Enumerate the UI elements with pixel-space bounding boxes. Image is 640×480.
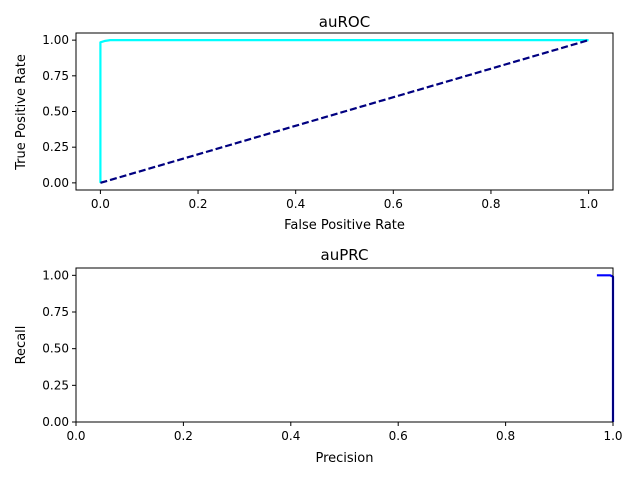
prc-y-tick-label: 0.75 bbox=[42, 305, 69, 319]
prc-y-axis-label: Recall bbox=[14, 326, 29, 365]
prc-x-tick-label: 0.6 bbox=[389, 429, 408, 443]
prc-x-tick-label: 0.2 bbox=[174, 429, 193, 443]
roc-y-axis-label: True Positive Rate bbox=[14, 54, 29, 171]
roc-x-tick-label: 0.8 bbox=[481, 197, 500, 211]
roc-x-tick-label: 0.2 bbox=[188, 197, 207, 211]
roc-y-tick-label: 0.50 bbox=[42, 105, 69, 119]
roc-series-line-0 bbox=[99, 39, 589, 183]
prc-y-tick-label: 0.50 bbox=[42, 342, 69, 356]
roc-x-tick-label: 0.6 bbox=[384, 197, 403, 211]
roc-x-tick-label: 0.0 bbox=[91, 197, 110, 211]
roc-y-tick-label: 0.00 bbox=[42, 176, 69, 190]
prc-x-tick-label: 0.4 bbox=[281, 429, 300, 443]
prc-title: auPRC bbox=[321, 246, 369, 264]
roc-x-axis-label: False Positive Rate bbox=[284, 218, 405, 233]
prc-series-line-0 bbox=[596, 274, 615, 422]
roc-x-tick-label: 0.4 bbox=[286, 197, 305, 211]
prc-subplot: auPRC Precision Recall 0.0 0.2 0.4 0.6 0.8 1.… bbox=[14, 246, 623, 466]
prc-x-tick-label: 0.0 bbox=[66, 429, 85, 443]
roc-y-tick-label: 1.00 bbox=[42, 33, 69, 47]
prc-y-tick-label: 0.00 bbox=[42, 415, 69, 429]
prc-x-tick-label: 1.0 bbox=[603, 429, 622, 443]
prc-y-tick-label: 1.00 bbox=[42, 268, 69, 282]
roc-y-tick-label: 0.25 bbox=[42, 140, 69, 154]
prc-x-axis-label: Precision bbox=[315, 451, 373, 466]
prc-y-tick-label: 0.25 bbox=[42, 378, 69, 392]
roc-y-tick-label: 0.75 bbox=[42, 69, 69, 83]
prc-x-tick-label: 0.8 bbox=[496, 429, 515, 443]
roc-title: auROC bbox=[319, 13, 370, 31]
roc-subplot: auROC False Positive Rate True Positive … bbox=[14, 13, 614, 233]
roc-series-line-1 bbox=[100, 39, 589, 184]
roc-x-tick-label: 1.0 bbox=[579, 197, 598, 211]
prc-axes-frame bbox=[75, 267, 614, 423]
